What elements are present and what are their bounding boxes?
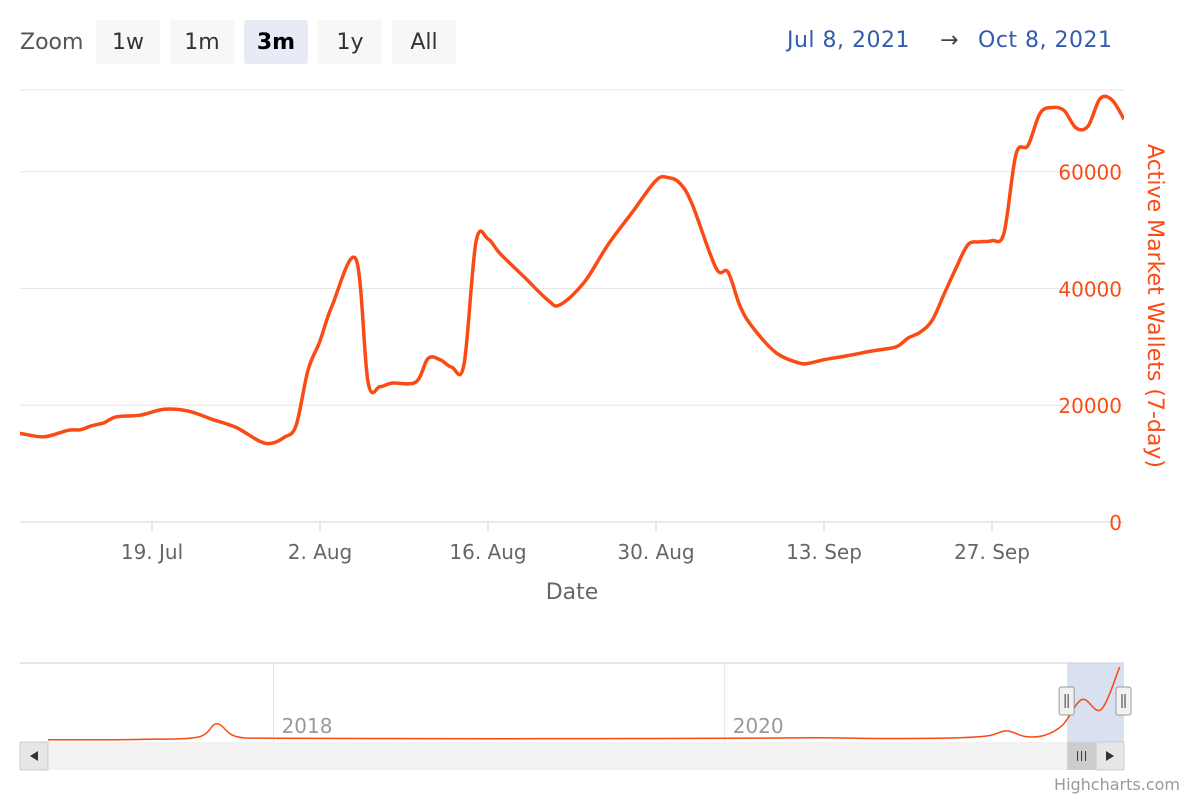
- y-axis-title: Active Market Wallets (7-day): [1142, 144, 1167, 468]
- scrollbar-track: [20, 742, 1124, 770]
- navigator-series-line: [47, 666, 1121, 741]
- zoom-1m-button[interactable]: 1m: [170, 20, 234, 64]
- date-to-input[interactable]: Oct 8, 2021: [978, 28, 1113, 53]
- scrollbar-left-button[interactable]: [19, 741, 49, 771]
- scroll-left-icon: [30, 751, 38, 761]
- x-tick-label: 19. Jul: [121, 540, 183, 564]
- zoom-3m-button[interactable]: 3m: [244, 20, 308, 64]
- zoom-1y-button[interactable]: 1y: [318, 20, 382, 64]
- x-tick-label: 2. Aug: [288, 540, 353, 564]
- y-tick-label: 0: [1109, 511, 1122, 535]
- x-tick-label: 13. Sep: [786, 540, 862, 564]
- date-from-input[interactable]: Jul 8, 2021: [787, 28, 911, 53]
- navigator-mask: [1067, 663, 1124, 742]
- y-tick-label: 40000: [1058, 277, 1122, 301]
- zoom-all-button[interactable]: All: [392, 20, 456, 64]
- y-tick-label: 60000: [1058, 161, 1122, 185]
- x-axis-title: Date: [546, 580, 599, 605]
- x-tick-label: 16. Aug: [449, 540, 526, 564]
- navigator-tick-label: 2020: [733, 714, 784, 738]
- credits-link[interactable]: Highcharts.com: [1054, 775, 1180, 794]
- scrollbar-thumb[interactable]: [1067, 742, 1096, 770]
- series-line: [20, 94, 1124, 446]
- navigator-right-handle[interactable]: [1115, 686, 1132, 716]
- zoom-1w-button[interactable]: 1w: [96, 20, 160, 64]
- navigator-series-selected: [1067, 666, 1121, 721]
- date-arrow-icon: →: [940, 28, 959, 53]
- scroll-right-icon: [1106, 751, 1114, 761]
- scrollbar-right-button[interactable]: [1095, 741, 1125, 771]
- navigator-left-handle[interactable]: [1058, 686, 1075, 716]
- x-tick-label: 27. Sep: [954, 540, 1030, 564]
- y-tick-label: 20000: [1058, 394, 1122, 418]
- x-tick-label: 30. Aug: [617, 540, 694, 564]
- zoom-label: Zoom: [20, 30, 84, 55]
- navigator-tick-label: 2018: [282, 714, 333, 738]
